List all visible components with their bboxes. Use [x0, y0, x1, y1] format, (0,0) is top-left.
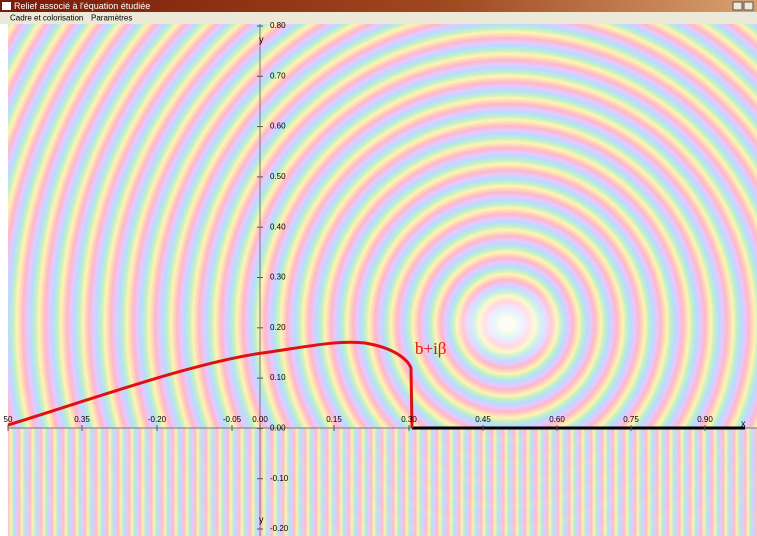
y-tick-label: -0.10: [270, 474, 289, 483]
menu-bar: [0, 12, 757, 24]
y-tick-label: -0.20: [270, 524, 289, 533]
menu-item[interactable]: Cadre et colorisation: [10, 14, 83, 23]
x-tick-label: 0.75: [623, 415, 639, 424]
window-icon: [2, 2, 11, 10]
y-tick-label: 0.30: [270, 273, 286, 282]
title-bar: [0, 0, 757, 12]
menu-item[interactable]: Paramètres: [91, 14, 132, 23]
y-tick-label: 0.20: [270, 323, 286, 332]
x-tick-label: 0.30: [401, 415, 417, 424]
x-tick-label: -0.05: [223, 415, 242, 424]
x-tick-label: 0.35: [74, 415, 90, 424]
x-tick-label: 0.15: [326, 415, 342, 424]
x-tick-label: 0.00: [252, 415, 268, 424]
x-tick-label: -0.20: [148, 415, 167, 424]
x-tick-label: 50: [4, 415, 13, 424]
relief-background-lower: [8, 428, 757, 536]
window-title: Relief associé à l'équation étudiée: [14, 1, 150, 11]
x-tick-label: 0.45: [475, 415, 491, 424]
y-axis-name: y: [259, 514, 264, 524]
annotation: b+iβ: [415, 339, 446, 358]
x-tick-label: 0.90: [697, 415, 713, 424]
path-curve: [7, 340, 414, 429]
y-tick-label: 0.40: [270, 222, 286, 231]
y-tick-label: 0.70: [270, 71, 286, 80]
y-tick-label: 0.00: [270, 424, 286, 433]
y-tick-label: 0.50: [270, 172, 286, 181]
x-axis-name: x: [741, 418, 746, 428]
minimize-button[interactable]: [732, 1, 743, 11]
y-axis-name: y: [259, 34, 264, 44]
y-tick-label: 0.80: [270, 21, 286, 30]
maximize-button[interactable]: [743, 1, 754, 11]
y-tick-label: 0.10: [270, 373, 286, 382]
x-tick-label: 0.60: [549, 415, 565, 424]
y-tick-label: 0.60: [270, 122, 286, 131]
